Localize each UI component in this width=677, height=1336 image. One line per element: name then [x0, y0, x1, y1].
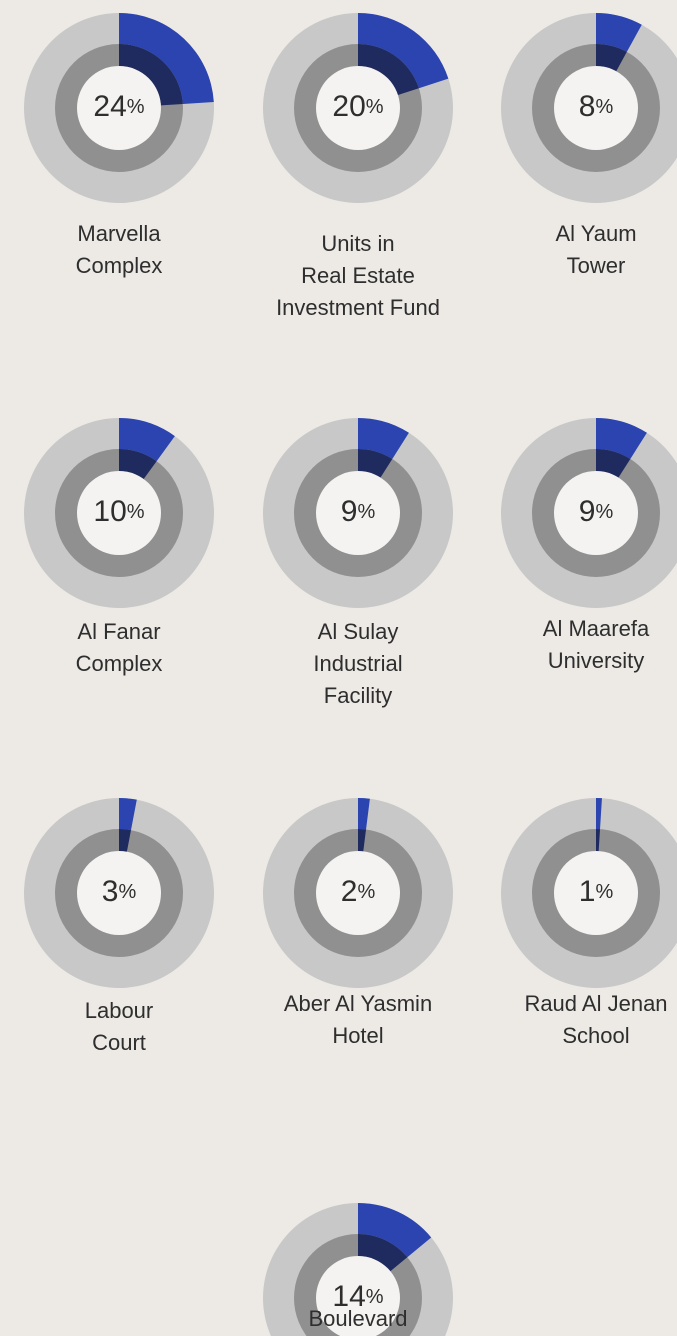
- chart-label: Boulevard: [308, 1306, 407, 1331]
- center-disc: [554, 851, 638, 935]
- inner-wedge: [358, 449, 393, 478]
- center-disc: [77, 851, 161, 935]
- donut: 10% Al Fanar Complex: [24, 418, 214, 676]
- chart-label: Industrial: [313, 651, 402, 676]
- value-unit: %: [127, 96, 145, 118]
- value-number: 9: [341, 495, 358, 528]
- chart-label: Al Sulay: [318, 619, 399, 644]
- chart-label: Raud Al Jenan: [524, 991, 667, 1016]
- chart-label: Investment Fund: [276, 295, 440, 320]
- chart-label: Aber Al Yasmin: [284, 991, 432, 1016]
- center-disc: [554, 471, 638, 555]
- donut: 9% Al Sulay Industrial Facility: [263, 418, 453, 708]
- outer-wedge: [358, 418, 409, 459]
- value-label: 9%: [579, 495, 614, 528]
- chart-label: Labour: [85, 998, 154, 1023]
- inner-wedge: [596, 44, 627, 72]
- center-disc: [77, 471, 161, 555]
- value-label: 24%: [93, 90, 144, 123]
- value-label: 10%: [93, 495, 144, 528]
- value-unit: %: [595, 501, 613, 523]
- value-label: 2%: [341, 875, 376, 908]
- value-unit: %: [366, 96, 384, 118]
- value-number: 10: [93, 495, 126, 528]
- inner-wedge: [119, 829, 131, 852]
- value-unit: %: [357, 501, 375, 523]
- value-number: 8: [579, 90, 596, 123]
- inner-wedge: [358, 829, 367, 852]
- value-unit: %: [118, 881, 136, 903]
- chart-label: Hotel: [332, 1023, 383, 1048]
- value-label: 9%: [341, 495, 376, 528]
- outer-wedge: [358, 798, 370, 830]
- donut: 9% Al Maarefa University: [501, 418, 677, 673]
- outer-wedge: [119, 418, 175, 462]
- donut: 3% Labour Court: [24, 798, 214, 1055]
- value-label: 8%: [579, 90, 614, 123]
- inner-wedge: [596, 449, 631, 478]
- chart-label: Real Estate: [301, 263, 415, 288]
- value-number: 1: [579, 875, 596, 908]
- donut: 1% Raud Al Jenan School: [501, 798, 677, 1048]
- center-disc: [554, 66, 638, 150]
- chart-label: Complex: [76, 651, 163, 676]
- value-label: 1%: [579, 875, 614, 908]
- value-number: 24: [93, 90, 126, 123]
- outer-wedge: [119, 798, 137, 831]
- center-disc: [77, 66, 161, 150]
- value-number: 20: [332, 90, 365, 123]
- outer-wedge: [596, 13, 642, 52]
- chart-label: Complex: [76, 253, 163, 278]
- value-unit: %: [127, 501, 145, 523]
- value-unit: %: [357, 881, 375, 903]
- value-unit: %: [595, 96, 613, 118]
- chart-label: Al Maarefa: [543, 616, 650, 641]
- donut: 8% Al Yaum Tower: [501, 13, 677, 278]
- inner-wedge: [358, 1234, 408, 1272]
- donut: 24% Marvella Complex: [24, 13, 214, 278]
- value-number: 3: [102, 875, 119, 908]
- chart-label: Al Fanar: [77, 619, 160, 644]
- outer-wedge: [596, 798, 602, 830]
- center-disc: [316, 1256, 400, 1336]
- chart-label: Facility: [324, 683, 392, 708]
- value-label: 14%: [332, 1280, 383, 1313]
- value-number: 14: [332, 1280, 365, 1313]
- donut: 14%Boulevard: [263, 1203, 453, 1336]
- chart-label: Tower: [567, 253, 626, 278]
- chart-label: University: [548, 648, 645, 673]
- outer-wedge: [119, 13, 214, 104]
- donut: 20% Units in Real Estate Investment Fund: [263, 13, 453, 320]
- inner-wedge: [596, 829, 601, 852]
- chart-label: Court: [92, 1030, 146, 1055]
- center-disc: [316, 66, 400, 150]
- center-disc: [316, 471, 400, 555]
- chart-label: Units in: [321, 231, 394, 256]
- inner-wedge: [358, 44, 419, 96]
- outer-wedge: [358, 13, 449, 89]
- chart-label: Al Yaum: [555, 221, 636, 246]
- value-number: 9: [579, 495, 596, 528]
- donut: 2% Aber Al Yasmin Hotel: [263, 798, 453, 1048]
- value-label: 20%: [332, 90, 383, 123]
- value-label: 3%: [102, 875, 137, 908]
- inner-wedge: [119, 44, 183, 106]
- chart-label: Marvella: [77, 221, 161, 246]
- center-disc: [316, 851, 400, 935]
- value-number: 2: [341, 875, 358, 908]
- inner-wedge: [119, 449, 157, 480]
- value-unit: %: [595, 881, 613, 903]
- value-unit: %: [366, 1286, 384, 1308]
- chart-label: School: [562, 1023, 629, 1048]
- outer-wedge: [358, 1203, 432, 1258]
- outer-wedge: [596, 418, 647, 459]
